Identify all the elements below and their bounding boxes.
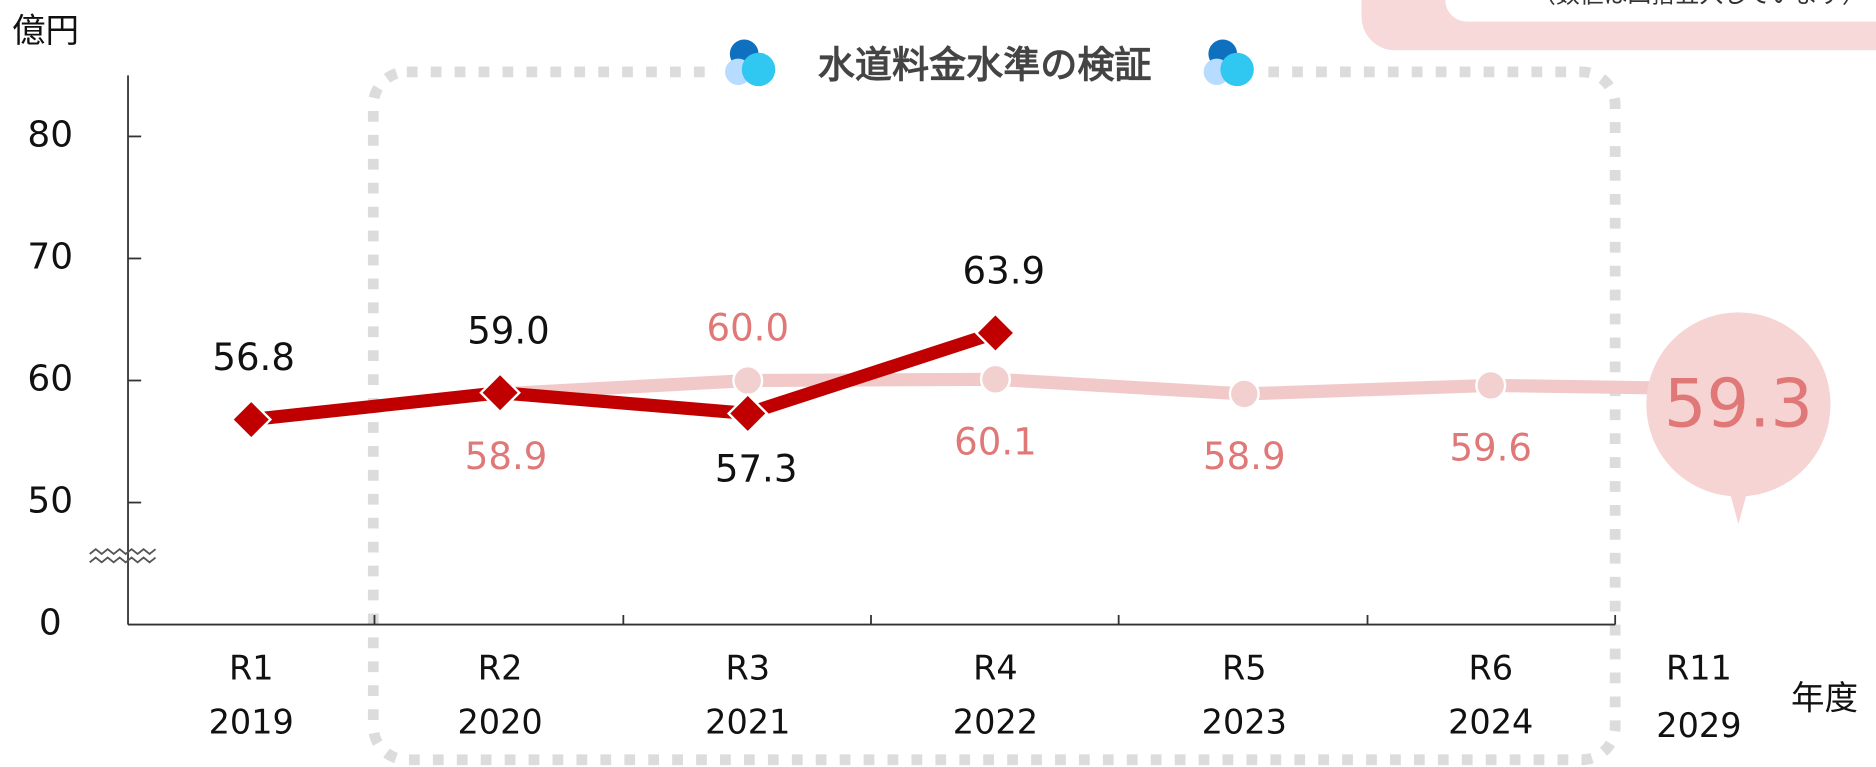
x-tick-year: 2022 — [953, 702, 1038, 741]
x-tick-year: 2024 — [1448, 702, 1533, 741]
axis-break — [89, 548, 157, 564]
actual-marker — [479, 371, 521, 414]
x-tick-label: R2 — [478, 649, 523, 688]
value-label: 63.9 — [963, 250, 1046, 293]
value-label: 60.0 — [706, 307, 789, 350]
y-tick-label: 0 — [39, 603, 62, 644]
value-label: 58.9 — [465, 435, 548, 478]
value-label: 59.0 — [467, 309, 550, 352]
y-tick-label: 50 — [27, 481, 73, 522]
value-label: 59.6 — [1449, 426, 1532, 469]
value-label: 60.1 — [954, 420, 1037, 463]
drop-icon — [725, 39, 776, 87]
x-tick-year: 2020 — [457, 702, 542, 741]
value-label: 57.3 — [715, 447, 798, 490]
x-tick-label: R11 — [1666, 649, 1732, 688]
value-label: 58.9 — [1203, 435, 1286, 478]
x-tick-year: 2019 — [209, 702, 294, 741]
callout-bubble — [1646, 312, 1831, 497]
y-tick-label: 60 — [27, 359, 73, 400]
chart-title: 水道料金水準の検証 — [818, 44, 1152, 87]
x-tick-label: R3 — [725, 649, 770, 688]
x-tick-label: R1 — [229, 649, 274, 688]
series-line — [250, 326, 998, 427]
plan-marker — [1228, 378, 1260, 410]
actual-marker — [230, 398, 273, 441]
drop-icon — [1203, 39, 1254, 87]
actual-marker — [726, 392, 769, 435]
x-tick-label: R4 — [973, 649, 1018, 688]
x-tick-label: R5 — [1222, 649, 1267, 688]
highlight-frame — [367, 66, 1621, 766]
actual-marker — [974, 312, 1017, 354]
value-label: 59.3 — [1664, 365, 1813, 443]
x-tick-label: R6 — [1468, 649, 1513, 688]
x-tick-year: 2029 — [1656, 706, 1741, 745]
x-tick-year: 2021 — [705, 702, 790, 741]
series-line — [499, 372, 1739, 401]
x-axis-label: 年度 — [1791, 678, 1858, 717]
plan-marker — [1475, 369, 1507, 401]
y-axis-label: 億円 — [12, 11, 79, 50]
x-tick-year: 2023 — [1202, 702, 1287, 741]
note: （数値は四捨五入しています） — [1532, 0, 1866, 8]
plan-marker — [979, 363, 1011, 395]
note-inner — [1445, 0, 1876, 22]
value-label: 56.8 — [212, 336, 295, 379]
y-tick-label: 70 — [27, 236, 73, 277]
title-bg — [717, 35, 1269, 99]
plan-marker — [732, 364, 764, 397]
y-tick-label: 80 — [27, 114, 73, 155]
